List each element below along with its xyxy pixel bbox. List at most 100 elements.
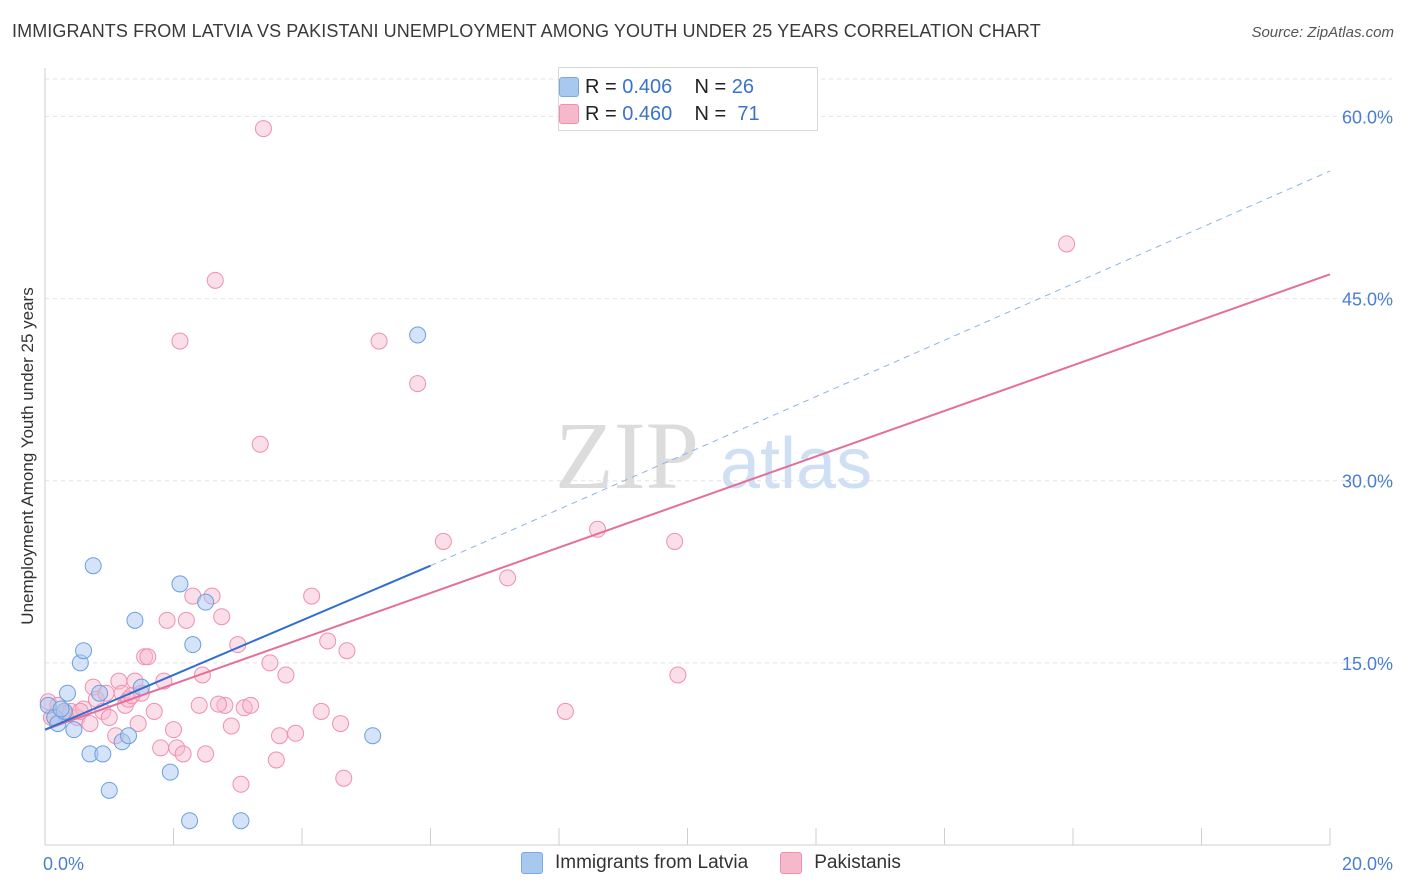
- pakistanis-trend-line: [44, 273, 1331, 731]
- x-tick-label: 0.0%: [43, 854, 84, 874]
- pakistanis-point: [213, 608, 231, 626]
- pakistanis-point: [370, 332, 388, 350]
- pakistanis-point: [312, 702, 330, 720]
- latvia-point: [197, 593, 215, 611]
- latvia-point: [181, 812, 199, 830]
- pakistanis-point: [158, 611, 176, 629]
- tick-labels: 15.0% 30.0% 45.0% 60.0% 0.0% 20.0%: [43, 107, 1393, 874]
- legend-swatch-pakistanis: [780, 852, 803, 874]
- latvia-point: [364, 727, 382, 745]
- pakistanis-point: [335, 769, 353, 787]
- legend-n-value: 71: [737, 102, 760, 125]
- pakistanis-point: [222, 717, 240, 735]
- latvia-points: [39, 326, 427, 830]
- legend-item-latvia[interactable]: Immigrants from Latvia: [521, 852, 748, 874]
- pakistanis-point: [242, 696, 260, 714]
- pakistanis-point: [409, 375, 427, 393]
- pakistanis-point: [319, 632, 337, 650]
- pakistanis-point: [332, 715, 350, 733]
- pakistanis-point: [209, 695, 227, 713]
- legend-r-value: 0.460: [622, 102, 673, 125]
- pakistanis-point: [190, 696, 208, 714]
- pakistanis-point: [338, 642, 356, 660]
- y-tick-label: 30.0%: [1342, 472, 1393, 492]
- pakistanis-point: [100, 709, 118, 726]
- pakistanis-point: [271, 727, 289, 745]
- pakistanis-point: [232, 775, 250, 793]
- pakistanis-point: [1058, 235, 1076, 253]
- y-axis-label: Unemployment Among Youth under 25 years: [18, 287, 37, 625]
- pakistanis-point: [434, 532, 452, 550]
- pakistanis-point: [206, 271, 224, 289]
- latvia-point: [184, 636, 202, 654]
- latvia-point: [171, 575, 189, 593]
- legend-label-latvia: Immigrants from Latvia: [555, 852, 749, 873]
- pakistanis-point: [556, 702, 574, 720]
- latvia-point: [84, 557, 102, 575]
- pakistanis-point: [267, 751, 285, 769]
- latvia-point: [52, 700, 70, 718]
- pakistanis-point: [197, 745, 215, 763]
- legend-item-pakistanis[interactable]: Pakistanis: [780, 852, 901, 874]
- pakistanis-point: [165, 721, 182, 739]
- latvia-point: [91, 684, 109, 702]
- legend-swatch-latvia: [521, 852, 543, 874]
- chart-title: IMMIGRANTS FROM LATVIA VS PAKISTANI UNEM…: [12, 21, 1041, 41]
- pakistanis-point: [193, 666, 211, 684]
- axes: [44, 68, 1331, 846]
- pakistanis-points: [39, 120, 1076, 793]
- pakistanis-point: [277, 666, 295, 684]
- legend-row-pakistanis: R = 0.460 N = 71: [559, 102, 760, 126]
- pakistanis-point: [177, 611, 195, 629]
- pakistanis-point: [152, 739, 170, 757]
- y-tick-label: 15.0%: [1342, 654, 1393, 674]
- correlation-legend: R = 0.406 N = 26 R = 0.460 N = 71: [558, 67, 818, 131]
- legend-r-value: 0.406: [622, 75, 673, 98]
- grid-lines: [45, 78, 1392, 664]
- pakistanis-point: [139, 648, 157, 666]
- pakistanis-point: [261, 654, 279, 672]
- latvia-trend-extension: [430, 170, 1331, 567]
- y-tick-label: 60.0%: [1342, 107, 1393, 127]
- legend-swatch-latvia: [559, 77, 579, 97]
- watermark-zip: ZIP: [555, 402, 699, 509]
- pakistanis-point: [171, 332, 189, 350]
- pakistanis-point: [174, 745, 192, 763]
- legend-label-pakistanis: Pakistanis: [814, 852, 901, 873]
- pakistanis-point: [303, 587, 321, 605]
- series-legend: Immigrants from Latvia Pakistanis: [521, 852, 933, 874]
- pakistanis-point: [129, 715, 147, 733]
- legend-row-latvia: R = 0.406 N = 26: [559, 75, 755, 99]
- legend-n-value: 26: [731, 75, 755, 98]
- trend-lines: [44, 170, 1331, 731]
- pakistanis-point: [287, 724, 305, 742]
- legend-n-label: N =: [694, 75, 727, 98]
- latvia-point: [161, 763, 179, 781]
- latvia-point: [232, 812, 250, 830]
- latvia-point: [409, 326, 427, 344]
- latvia-point: [94, 745, 112, 763]
- latvia-point: [120, 727, 138, 745]
- legend-n-label: N =: [694, 102, 727, 125]
- pakistanis-point: [666, 532, 684, 550]
- latvia-point: [100, 781, 118, 799]
- latvia-point: [75, 642, 93, 660]
- legend-swatch-pakistanis: [559, 104, 579, 124]
- legend-r-label: R =: [585, 75, 617, 98]
- y-tick-label: 45.0%: [1342, 290, 1393, 310]
- pakistanis-point: [499, 569, 517, 587]
- pakistanis-point: [251, 435, 269, 453]
- latvia-trend-line: [44, 564, 431, 731]
- pakistanis-point: [669, 666, 687, 684]
- pakistanis-point: [254, 120, 272, 138]
- pakistanis-point: [168, 739, 186, 757]
- pakistanis-point: [216, 696, 234, 714]
- pakistanis-point: [145, 702, 163, 720]
- pakistanis-point: [81, 715, 99, 733]
- chart-source: Source: ZipAtlas.com: [1251, 24, 1394, 41]
- x-tick-label: 20.0%: [1342, 854, 1393, 874]
- legend-r-label: R =: [585, 102, 617, 125]
- latvia-point: [58, 684, 76, 702]
- pakistanis-point: [235, 699, 253, 717]
